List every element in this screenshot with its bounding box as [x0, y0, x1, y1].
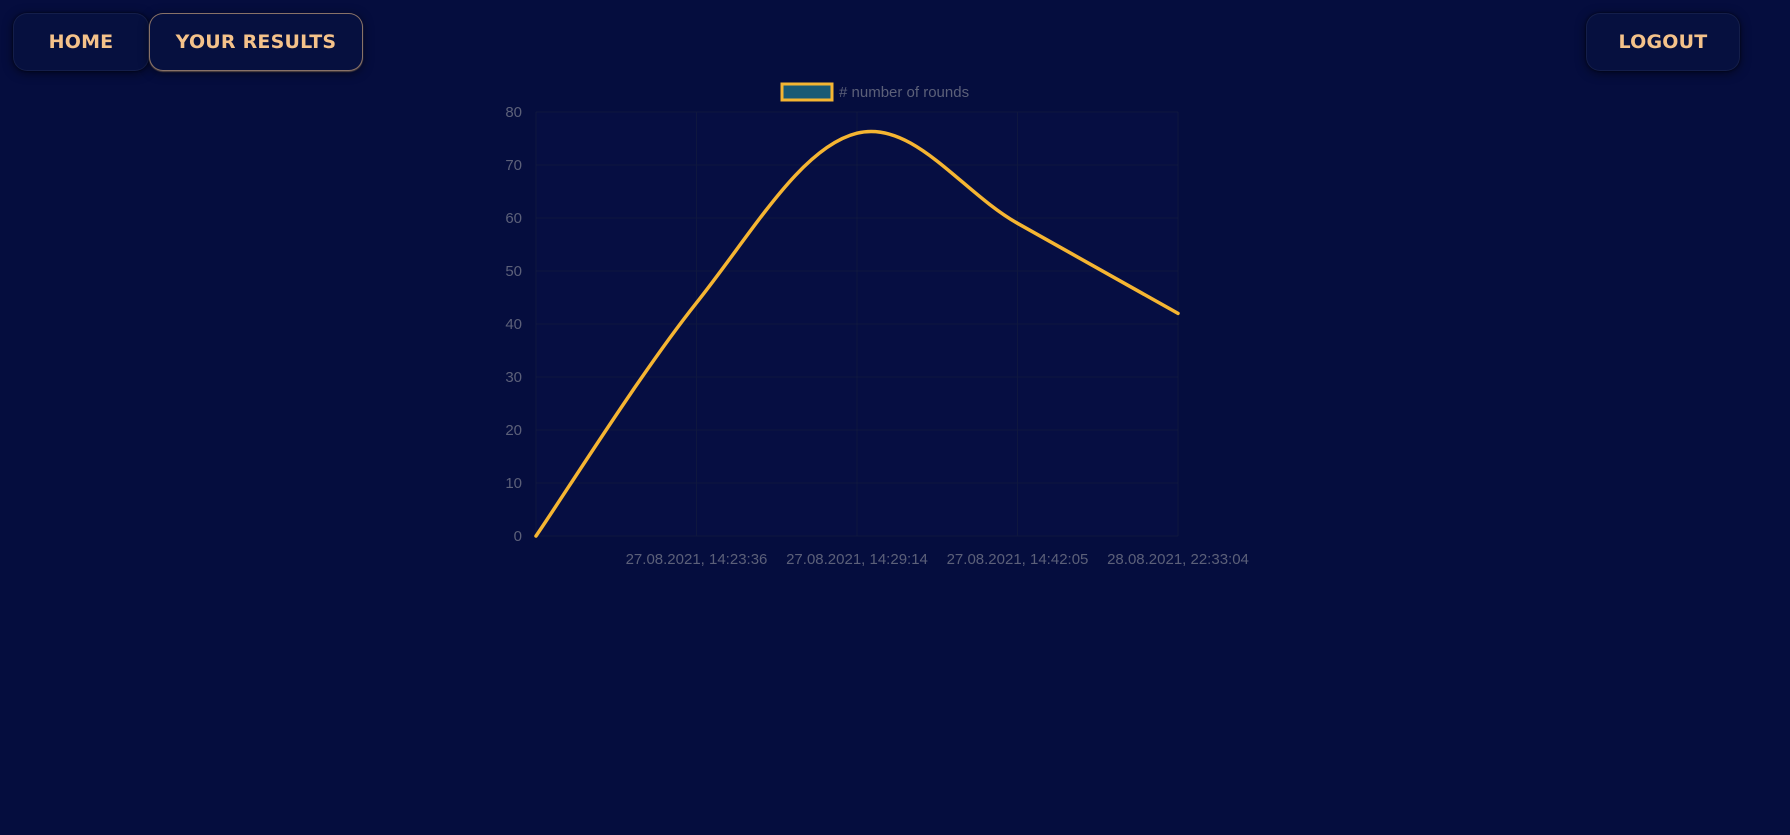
home-button[interactable]: HOME: [13, 13, 149, 71]
data-point[interactable]: [534, 534, 538, 538]
series-layer: [534, 129, 1180, 538]
y-tick-label: 0: [514, 528, 522, 545]
y-tick-label: 80: [505, 104, 522, 121]
logout-button[interactable]: LOGOUT: [1586, 13, 1740, 71]
y-tick-label: 50: [505, 263, 522, 280]
your-results-button[interactable]: YOUR RESULTS: [149, 13, 363, 71]
data-point[interactable]: [1016, 221, 1019, 225]
chart-grid: [535, 111, 1179, 537]
rounds-chart: 0 10 20 30 40 50 60 70 80 27.08.2021, 14:23:36 27…: [480, 76, 1260, 576]
y-axis-ticks: 0 10 20 30 40 50 60 70 80: [505, 104, 522, 545]
chart-legend[interactable]: # number of rounds: [780, 82, 969, 102]
x-tick-label: 27.08.2021, 14:42:05: [947, 551, 1089, 568]
y-tick-label: 70: [505, 157, 522, 174]
data-point[interactable]: [695, 301, 698, 305]
legend-label: # number of rounds: [839, 84, 969, 101]
x-axis-ticks: 27.08.2021, 14:23:36 27.08.2021, 14:29:14…: [626, 551, 1249, 568]
y-tick-label: 10: [505, 475, 522, 492]
legend-swatch: [780, 82, 834, 102]
x-tick-label: 28.08.2021, 22:33:04: [1107, 551, 1249, 568]
x-tick-label: 27.08.2021, 14:23:36: [626, 551, 768, 568]
series-line: [534, 129, 1180, 538]
y-tick-label: 30: [505, 369, 522, 386]
data-point[interactable]: [1176, 311, 1180, 315]
y-tick-label: 40: [505, 316, 522, 333]
y-tick-label: 60: [505, 210, 522, 227]
x-tick-label: 27.08.2021, 14:29:14: [786, 551, 928, 568]
y-tick-label: 20: [505, 422, 522, 439]
data-point[interactable]: [855, 131, 859, 135]
